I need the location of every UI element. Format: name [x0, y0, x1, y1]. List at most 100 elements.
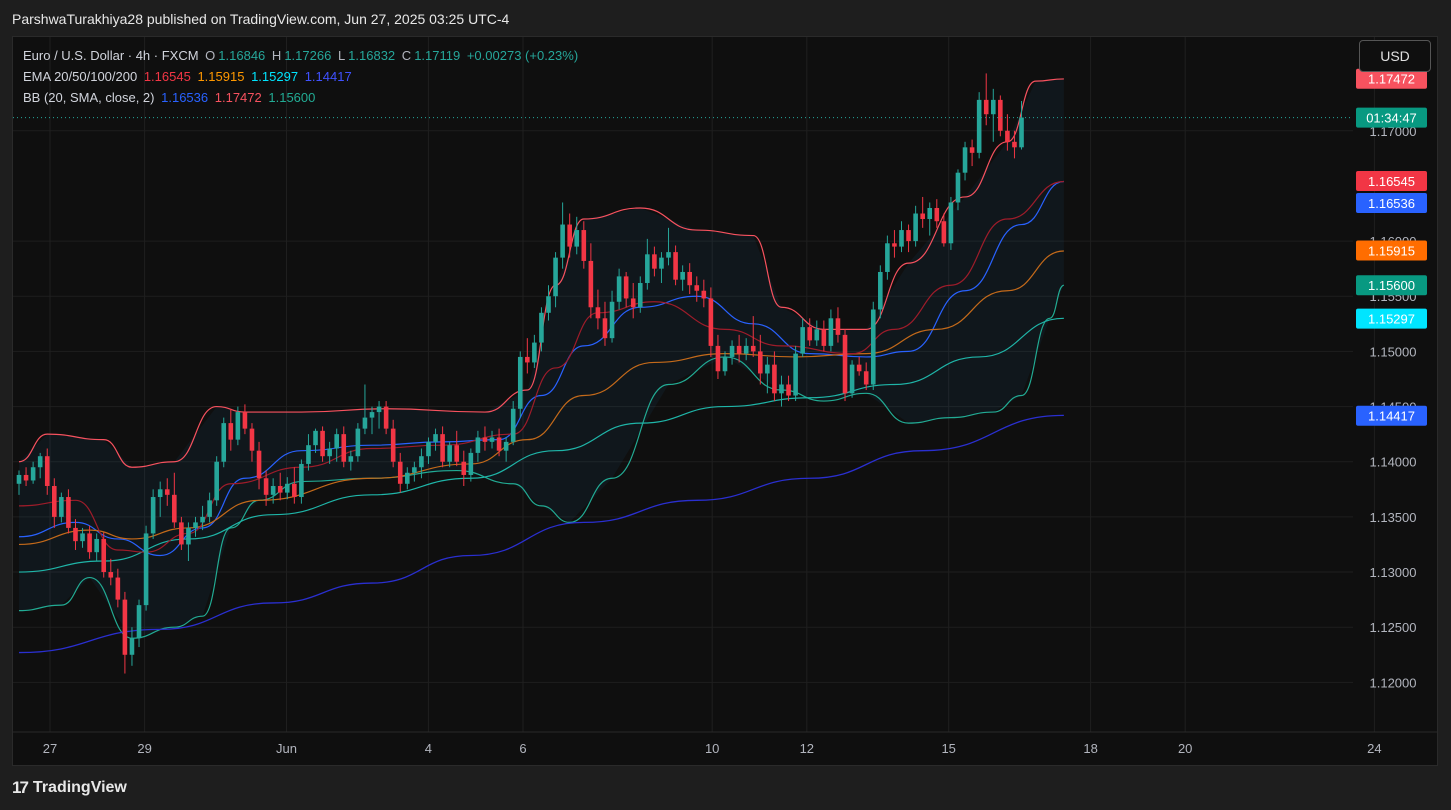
candle	[962, 141, 968, 181]
x-tick-label: 18	[1083, 741, 1097, 756]
price-label-bg	[1356, 192, 1427, 213]
candle	[228, 408, 234, 451]
candle-body	[489, 437, 495, 442]
candle-body	[263, 478, 269, 495]
candle	[687, 263, 692, 295]
x-tick-label: 6	[519, 741, 526, 756]
candle	[539, 307, 544, 352]
candle-body	[242, 412, 248, 429]
candle	[426, 437, 431, 464]
x-tick-label: 20	[1178, 741, 1192, 756]
candle-body	[673, 252, 678, 280]
price-label-bg	[1356, 240, 1427, 261]
candle-body	[1005, 130, 1010, 142]
candle	[327, 441, 332, 464]
legend-bb-row[interactable]: BB (20, SMA, close, 2) 1.16536 1.17472 1…	[23, 87, 581, 108]
candle	[122, 591, 128, 674]
candle-body	[525, 356, 530, 363]
tradingview-logo[interactable]: 17 TradingView	[12, 778, 127, 798]
candle-body	[990, 99, 996, 115]
candle-body	[284, 483, 290, 493]
candle-body	[122, 599, 128, 655]
candle-body	[758, 351, 763, 374]
candle	[454, 430, 460, 467]
price-label-text: 1.16536	[1368, 196, 1415, 211]
candle	[397, 452, 403, 493]
candle-body	[920, 213, 925, 220]
price-label: 01:34:47	[1356, 107, 1427, 128]
candle	[885, 235, 890, 280]
price-label-bg	[1356, 68, 1427, 89]
tradingview-brand: TradingView	[32, 779, 127, 796]
candle-body	[906, 230, 911, 242]
x-tick-label: 27	[43, 741, 57, 756]
candle-body	[52, 485, 57, 517]
candle	[927, 202, 933, 236]
candle	[666, 227, 671, 266]
candle-body	[475, 437, 481, 453]
candle-body	[454, 445, 460, 462]
candle-body	[863, 371, 869, 385]
legend-symbol-row: Euro / U.S. Dollar · 4h · FXCM O 1.16846 …	[23, 45, 581, 66]
candle-body	[532, 342, 537, 363]
candle	[73, 519, 78, 550]
candle	[955, 169, 961, 211]
candle	[983, 73, 989, 126]
close-key: C	[401, 48, 412, 63]
candle-body	[143, 533, 149, 606]
candle	[94, 533, 99, 562]
candle	[164, 478, 170, 506]
candle	[623, 271, 629, 308]
candle-body	[546, 296, 551, 313]
chart-panel[interactable]: 1.120001.125001.130001.135001.140001.145…	[12, 36, 1438, 766]
candle	[306, 434, 311, 471]
legend-ema-row[interactable]: EMA 20/50/100/200 1.16545 1.15915 1.1529…	[23, 66, 581, 87]
price-label-text: 1.17472	[1368, 72, 1415, 87]
candle-body	[701, 290, 707, 299]
currency-button[interactable]: USD	[1359, 40, 1431, 72]
y-tick-label: 1.13500	[1370, 510, 1417, 525]
candle	[969, 139, 975, 167]
candle	[976, 92, 982, 159]
candle	[630, 283, 636, 319]
candle-body	[299, 463, 304, 498]
candle-body	[842, 334, 848, 394]
candle	[899, 221, 904, 253]
high-key: H	[271, 48, 282, 63]
ema100-value: 1.15297	[251, 69, 299, 84]
price-chart[interactable]: 1.120001.125001.130001.135001.140001.145…	[13, 37, 1438, 766]
candle	[673, 245, 678, 286]
candle-body	[101, 538, 107, 573]
candle	[334, 428, 339, 462]
candle	[172, 472, 177, 528]
candle	[136, 599, 142, 648]
candle	[263, 470, 269, 506]
candle-body	[814, 329, 820, 341]
candle	[694, 276, 700, 302]
candle	[652, 246, 657, 277]
ema20-line	[18, 180, 1064, 553]
candle-body	[885, 243, 890, 272]
candle	[560, 202, 565, 269]
candle	[129, 627, 135, 666]
candle-body	[405, 472, 410, 484]
candle	[341, 426, 347, 468]
candle	[440, 426, 445, 468]
candle	[525, 338, 530, 374]
ema50-value: 1.15915	[197, 69, 245, 84]
candle-body	[800, 327, 805, 354]
candle-body	[426, 441, 431, 457]
candle	[242, 404, 248, 435]
price-label: 1.15915	[1356, 240, 1427, 261]
x-tick-label: 15	[941, 741, 955, 756]
candle-body	[983, 99, 989, 115]
candle-body	[616, 276, 622, 302]
candle-body	[517, 356, 523, 409]
symbol-title[interactable]: Euro / U.S. Dollar · 4h · FXCM	[23, 48, 199, 63]
candle-body	[313, 430, 318, 446]
candle	[814, 320, 820, 346]
price-label-bg	[1356, 405, 1427, 426]
candle-body	[383, 406, 389, 429]
candle-body	[94, 538, 99, 553]
x-tick-label: 24	[1367, 741, 1381, 756]
